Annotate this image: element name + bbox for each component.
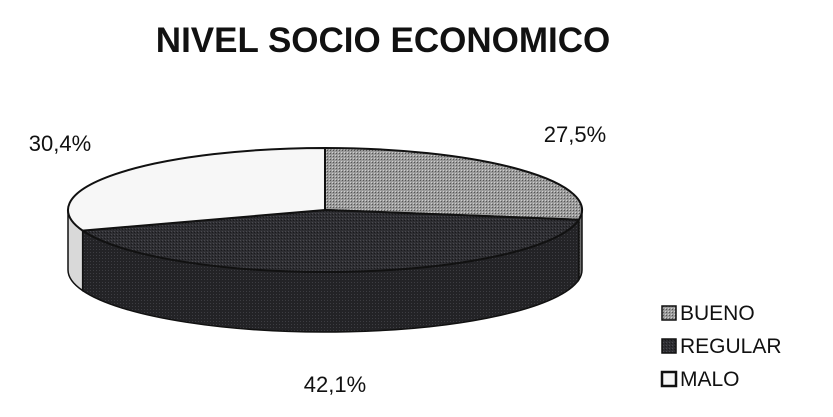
legend-item-bueno: BUENO (661, 302, 755, 325)
pie-top-faces (67, 147, 583, 273)
pie-label-bueno: 27,5% (544, 122, 606, 147)
chart-title: NIVEL SOCIO ECONOMICO (156, 21, 610, 60)
legend-swatch-bueno (661, 305, 677, 321)
legend-swatch-malo (660, 370, 678, 388)
pie-label-malo: 30,4% (29, 131, 91, 156)
legend-label-regular: REGULAR (680, 335, 782, 358)
pie-label-regular: 42,1% (304, 372, 366, 397)
chart-legend: BUENO REGULAR MALO (660, 302, 782, 391)
pie-slice-regular (81, 209, 580, 273)
legend-item-malo: MALO (660, 368, 740, 391)
legend-swatch-regular (661, 338, 677, 354)
legend-label-bueno: BUENO (680, 302, 755, 325)
pie-percent-labels: 27,5% 42,1% 30,4% (29, 122, 606, 397)
pie-slice-bueno (324, 147, 583, 221)
legend-item-regular: REGULAR (661, 335, 782, 358)
pie-slice-malo (67, 147, 326, 232)
legend-label-malo: MALO (680, 368, 740, 391)
